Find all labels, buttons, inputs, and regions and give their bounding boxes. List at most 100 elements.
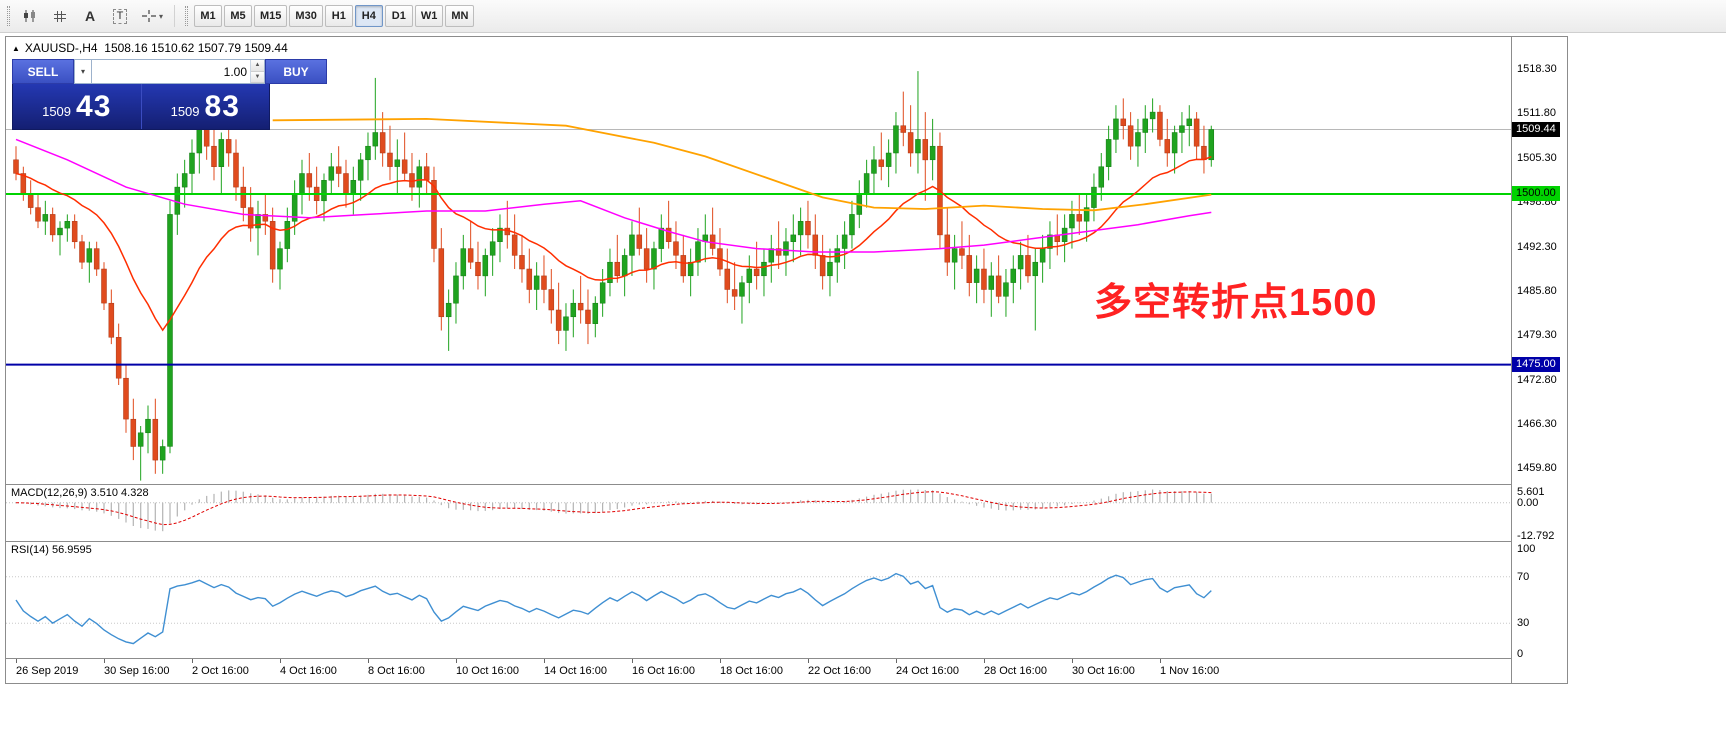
timeframe-button-m5[interactable]: M5 [224, 5, 253, 27]
buy-button[interactable]: BUY [265, 59, 327, 84]
macd-canvas[interactable] [6, 485, 1511, 541]
time-tick [191, 659, 193, 663]
textbox-tool-glyph: T [112, 8, 128, 24]
chart-window: ▲ XAUUSD-,H4 1508.16 1510.62 1507.79 150… [5, 36, 1568, 684]
timeframe-button-m1[interactable]: M1 [194, 5, 223, 27]
price-tick: 1466.30 [1517, 417, 1557, 430]
chart-annotation-text: 多空转折点1500 [1094, 282, 1378, 324]
time-label: 28 Oct 16:00 [983, 665, 1047, 677]
price-tick: 1492.30 [1517, 240, 1557, 253]
price-axis[interactable]: 1518.30 1511.80 1505.30 1498.80 1492.30 1485.… [1511, 37, 1567, 683]
trade-panel-controls: SELL ▾ ▲ ▼ BUY [12, 59, 327, 84]
volume-decrease-button[interactable]: ▼ [251, 71, 264, 83]
time-tick [543, 659, 545, 663]
rsi-label: RSI(14) 56.9595 [11, 544, 92, 556]
rsi-scale-tick: 30 [1517, 617, 1530, 630]
time-label: 24 Oct 16:00 [895, 665, 959, 677]
timeframe-toolbar: M1 M5 M15 M30 H1 H4 D1 W1 MN [193, 5, 475, 27]
time-tick [631, 659, 633, 663]
macd-scale-tick: 5.601 [1517, 486, 1545, 498]
time-tick [807, 659, 809, 663]
time-label: 1 Nov 16:00 [1159, 665, 1220, 677]
price-level-badge: 1500.00 [1512, 185, 1560, 201]
timeframe-button-h4[interactable]: H4 [354, 5, 383, 27]
pane-separator[interactable] [6, 484, 1567, 485]
timeframe-button-h1[interactable]: H1 [324, 5, 353, 27]
price-tick: 1505.30 [1517, 151, 1557, 164]
price-tick: 1518.30 [1517, 63, 1557, 76]
buy-price-pips: 83 [204, 89, 240, 123]
rsi-canvas[interactable] [6, 542, 1511, 658]
chart-style-icon[interactable] [17, 4, 43, 28]
macd-scale-tick: 0.00 [1517, 496, 1539, 509]
axis-separator [6, 658, 1567, 659]
time-label: 16 Oct 16:00 [631, 665, 695, 677]
time-tick [455, 659, 457, 663]
price-tick: 1479.30 [1517, 329, 1557, 342]
toolbar: A T ▾ M1 M5 M15 M30 H1 H4 D1 W1 MN [0, 0, 1726, 33]
toolbar-grip[interactable] [185, 6, 189, 26]
time-label: 2 Oct 16:00 [191, 665, 249, 677]
time-tick [279, 659, 281, 663]
macd-scale-tick: -12.792 [1517, 530, 1555, 542]
time-label: 18 Oct 16:00 [719, 665, 783, 677]
time-label: 8 Oct 16:00 [367, 665, 425, 677]
time-axis[interactable]: 26 Sep 2019 30 Sep 16:00 2 Oct 16:00 4 Oct … [6, 659, 1511, 683]
time-tick [1159, 659, 1161, 663]
time-label: 14 Oct 16:00 [543, 665, 607, 677]
price-level-badge: 1475.00 [1512, 356, 1560, 372]
time-label: 4 Oct 16:00 [279, 665, 337, 677]
grid-icon[interactable] [47, 4, 73, 28]
volume-increase-button[interactable]: ▲ [251, 60, 264, 72]
time-tick [1071, 659, 1073, 663]
time-tick [895, 659, 897, 663]
time-label: 22 Oct 16:00 [807, 665, 871, 677]
crosshair-tool-icon[interactable]: ▾ [137, 4, 167, 28]
time-label: 26 Sep 2019 [16, 665, 79, 677]
timeframe-button-d1[interactable]: D1 [384, 5, 413, 27]
volume-input[interactable] [92, 60, 250, 83]
chart-title: XAUUSD-,H4 1508.16 1510.62 1507.79 1509.… [24, 41, 288, 55]
pane-separator[interactable] [6, 541, 1567, 542]
time-tick [103, 659, 105, 663]
timeframe-button-mn[interactable]: MN [445, 5, 475, 27]
toolbar-grip[interactable] [7, 6, 10, 26]
timeframe-button-w1[interactable]: W1 [414, 5, 444, 27]
time-tick [983, 659, 985, 663]
collapse-icon[interactable]: ▲ [12, 43, 20, 53]
time-label: 30 Oct 16:00 [1071, 665, 1135, 677]
rsi-scale-tick: 0 [1517, 648, 1524, 660]
sell-price-display[interactable]: 1509 43 [13, 84, 141, 129]
price-tick: 1485.80 [1517, 284, 1557, 297]
toolbar-separator [174, 5, 176, 27]
volume-dropdown[interactable]: ▾ [74, 59, 92, 84]
one-click-trading-panel: SELL ▾ ▲ ▼ BUY 1509 43 [12, 59, 327, 130]
rsi-scale-tick: 100 [1517, 543, 1536, 555]
timeframe-button-m30[interactable]: M30 [289, 5, 323, 27]
price-tick: 1459.80 [1517, 462, 1557, 475]
time-tick [719, 659, 721, 663]
buy-price-display[interactable]: 1509 83 [140, 84, 270, 129]
time-tick [367, 659, 369, 663]
chevron-down-icon: ▾ [159, 11, 164, 21]
textbox-tool-icon[interactable]: T [107, 4, 133, 28]
grid-icon-glyph [54, 10, 66, 22]
buy-price-main: 1509 [170, 104, 200, 119]
timeframe-button-m15[interactable]: M15 [254, 5, 288, 27]
chart-style-icon-glyph [24, 10, 35, 22]
macd-label: MACD(12,26,9) 3.510 4.328 [11, 487, 149, 499]
sell-price-main: 1509 [42, 104, 72, 119]
rsi-scale-tick: 70 [1517, 570, 1530, 583]
sell-button[interactable]: SELL [12, 59, 74, 84]
price-tick: 1472.80 [1517, 373, 1557, 386]
volume-spinner: ▲ ▼ [250, 60, 264, 83]
price-tick: 1511.80 [1517, 107, 1556, 120]
time-label: 10 Oct 16:00 [455, 665, 519, 677]
trade-panel-prices: 1509 43 1509 83 [12, 84, 270, 130]
text-tool-icon[interactable]: A [77, 4, 103, 28]
chevron-down-icon: ▾ [80, 67, 85, 76]
volume-input-wrap: ▲ ▼ [92, 59, 265, 84]
current-price-badge: 1509.44 [1512, 121, 1560, 137]
crosshair-glyph [142, 10, 156, 22]
